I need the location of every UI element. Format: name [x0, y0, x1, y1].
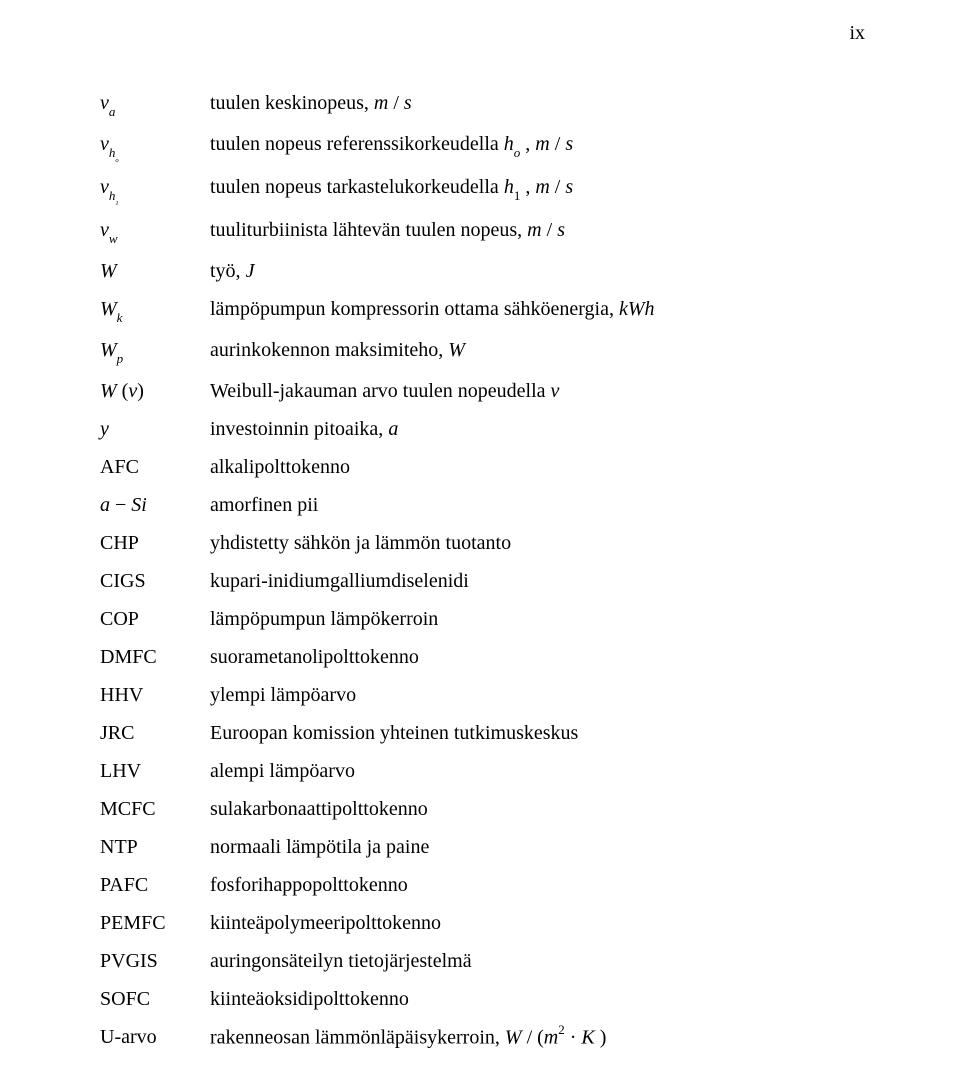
symbol-cell: y: [100, 416, 210, 442]
symbol-row: Wtyö, J: [100, 258, 880, 284]
symbol-row: CIGSkupari-inidiumgalliumdiselenidi: [100, 568, 880, 594]
symbol-cell: JRC: [100, 720, 210, 746]
page-number: ix: [849, 22, 865, 45]
symbol-cell: NTP: [100, 834, 210, 860]
symbol-cell: Wk: [100, 296, 210, 325]
symbol-row: HHVylempi lämpöarvo: [100, 682, 880, 708]
definition-cell: investoinnin pitoaika, a: [210, 416, 880, 442]
symbol-cell: LHV: [100, 758, 210, 784]
symbol-cell: vh1: [100, 174, 210, 205]
definition-cell: rakenneosan lämmönläpäisykerroin, W / (m…: [210, 1024, 880, 1051]
symbol-row: COPlämpöpumpun lämpökerroin: [100, 606, 880, 632]
symbol-row: PAFCfosforihappopolttokenno: [100, 872, 880, 898]
symbol-cell: COP: [100, 606, 210, 632]
symbol-row: LHValempi lämpöarvo: [100, 758, 880, 784]
definition-cell: amorfinen pii: [210, 492, 880, 518]
symbol-cell: MCFC: [100, 796, 210, 822]
definition-cell: alkalipolttokenno: [210, 454, 880, 480]
symbol-row: yinvestoinnin pitoaika, a: [100, 416, 880, 442]
symbol-cell: SOFC: [100, 986, 210, 1012]
symbol-row: vatuulen keskinopeus, m / s: [100, 90, 880, 119]
definition-cell: normaali lämpötila ja paine: [210, 834, 880, 860]
symbol-row: PEMFCkiinteäpolymeeripolttokenno: [100, 910, 880, 936]
symbol-cell: PVGIS: [100, 948, 210, 974]
symbol-cell: HHV: [100, 682, 210, 708]
symbol-cell: PAFC: [100, 872, 210, 898]
definition-cell: suorametanolipolttokenno: [210, 644, 880, 670]
definition-cell: lämpöpumpun lämpökerroin: [210, 606, 880, 632]
symbol-row: Wklämpöpumpun kompressorin ottama sähköe…: [100, 296, 880, 325]
definition-cell: tuulen nopeus referenssikorkeudella ho ,…: [210, 131, 880, 160]
symbol-row: vhotuulen nopeus referenssikorkeudella h…: [100, 131, 880, 162]
symbol-cell: W: [100, 258, 210, 284]
symbol-cell: U-arvo: [100, 1024, 210, 1050]
definition-cell: auringonsäteilyn tietojärjestelmä: [210, 948, 880, 974]
symbol-cell: AFC: [100, 454, 210, 480]
symbol-row: DMFCsuorametanolipolttokenno: [100, 644, 880, 670]
definition-cell: lämpöpumpun kompressorin ottama sähköene…: [210, 296, 880, 322]
definition-cell: kiinteäoksidipolttokenno: [210, 986, 880, 1012]
symbol-row: CHPyhdistetty sähkön ja lämmön tuotanto: [100, 530, 880, 556]
definition-cell: työ, J: [210, 258, 880, 284]
symbol-cell: CHP: [100, 530, 210, 556]
symbol-row: Wpaurinkokennon maksimiteho, W: [100, 337, 880, 366]
definition-cell: kiinteäpolymeeripolttokenno: [210, 910, 880, 936]
symbol-row: JRCEuroopan komission yhteinen tutkimusk…: [100, 720, 880, 746]
symbol-cell: DMFC: [100, 644, 210, 670]
definition-cell: Weibull-jakauman arvo tuulen nopeudella …: [210, 378, 880, 404]
definition-cell: tuulen nopeus tarkastelukorkeudella h1 ,…: [210, 174, 880, 203]
definition-cell: sulakarbonaattipolttokenno: [210, 796, 880, 822]
symbol-list: vatuulen keskinopeus, m / svhotuulen nop…: [100, 90, 880, 1050]
symbol-row: vwtuuliturbiinista lähtevän tuulen nopeu…: [100, 217, 880, 246]
definition-cell: fosforihappopolttokenno: [210, 872, 880, 898]
symbol-row: a − Siamorfinen pii: [100, 492, 880, 518]
symbol-cell: Wp: [100, 337, 210, 366]
definition-cell: tuulen keskinopeus, m / s: [210, 90, 880, 116]
definition-cell: kupari-inidiumgalliumdiselenidi: [210, 568, 880, 594]
symbol-row: AFCalkalipolttokenno: [100, 454, 880, 480]
symbol-cell: vho: [100, 131, 210, 162]
symbol-cell: PEMFC: [100, 910, 210, 936]
symbol-row: U-arvorakenneosan lämmönläpäisykerroin, …: [100, 1024, 880, 1051]
definition-cell: alempi lämpöarvo: [210, 758, 880, 784]
page: ix vatuulen keskinopeus, m / svhotuulen …: [0, 0, 960, 1081]
symbol-cell: W (v): [100, 378, 210, 404]
definition-cell: ylempi lämpöarvo: [210, 682, 880, 708]
definition-cell: Euroopan komission yhteinen tutkimuskesk…: [210, 720, 880, 746]
symbol-cell: CIGS: [100, 568, 210, 594]
symbol-row: W (v)Weibull-jakauman arvo tuulen nopeud…: [100, 378, 880, 404]
definition-cell: tuuliturbiinista lähtevän tuulen nopeus,…: [210, 217, 880, 243]
definition-cell: yhdistetty sähkön ja lämmön tuotanto: [210, 530, 880, 556]
symbol-row: SOFCkiinteäoksidipolttokenno: [100, 986, 880, 1012]
symbol-cell: vw: [100, 217, 210, 246]
symbol-row: PVGISauringonsäteilyn tietojärjestelmä: [100, 948, 880, 974]
definition-cell: aurinkokennon maksimiteho, W: [210, 337, 880, 363]
symbol-row: NTPnormaali lämpötila ja paine: [100, 834, 880, 860]
symbol-cell: va: [100, 90, 210, 119]
symbol-row: MCFCsulakarbonaattipolttokenno: [100, 796, 880, 822]
symbol-row: vh1tuulen nopeus tarkastelukorkeudella h…: [100, 174, 880, 205]
symbol-cell: a − Si: [100, 492, 210, 518]
